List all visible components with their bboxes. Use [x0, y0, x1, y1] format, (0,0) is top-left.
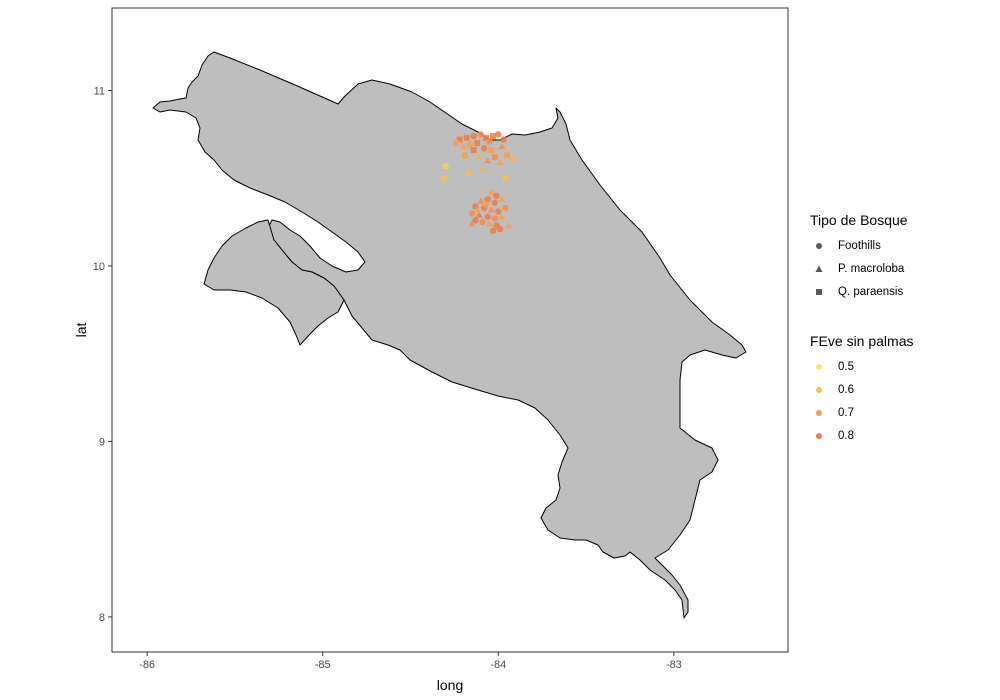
- x-tick-label: -86: [139, 659, 155, 671]
- point-triangle: [498, 213, 506, 220]
- legend-label: 0.5: [838, 360, 854, 373]
- legend-item-q-paraensis: Q. paraensis: [810, 280, 908, 303]
- point-triangle: [498, 195, 506, 202]
- point-circle: [484, 196, 491, 203]
- point-square: [488, 147, 495, 154]
- point-circle: [491, 215, 498, 222]
- point-square: [453, 140, 460, 147]
- color-dot-icon: [810, 427, 828, 445]
- point-square: [504, 152, 511, 159]
- point-circle: [477, 131, 484, 138]
- legend-label: 0.8: [838, 429, 854, 442]
- y-tick-label: 9: [99, 436, 105, 448]
- point-circle: [481, 145, 488, 152]
- color-dot-icon: [810, 381, 828, 399]
- point-circle: [468, 210, 476, 217]
- y-tick-label: 10: [93, 261, 105, 273]
- point-square: [482, 134, 489, 141]
- point-triangle: [487, 188, 495, 195]
- color-dot-icon: [810, 358, 828, 376]
- point-triangle: [496, 158, 504, 166]
- legend-label: P. macroloba: [838, 262, 905, 275]
- point-square: [486, 138, 493, 145]
- legend-item-0-7: 0.7: [810, 401, 913, 424]
- legend-item-foothills: Foothills: [810, 234, 908, 257]
- x-tick-label: -83: [666, 659, 682, 671]
- color-legend-title: FEve sin palmas: [810, 333, 914, 349]
- point-square: [461, 152, 468, 159]
- point-triangle: [505, 221, 513, 229]
- point-circle: [502, 204, 509, 212]
- point-triangle: [508, 155, 516, 162]
- legend-item-0-6: 0.6: [810, 378, 913, 401]
- point-triangle: [473, 206, 481, 213]
- point-triangle: [475, 211, 483, 218]
- color-legend: FEve sin palmas 0.5 0.6 0.7 0.8: [810, 333, 913, 447]
- legend-label: Q. paraensis: [838, 285, 904, 298]
- point-circle: [491, 199, 498, 206]
- point-square: [474, 140, 481, 147]
- point-square: [491, 154, 498, 161]
- point-square: [470, 147, 477, 154]
- point-circle: [479, 218, 486, 226]
- triangle-marker-icon: [810, 260, 828, 278]
- point-circle: [493, 192, 500, 199]
- y-tick-label: 8: [99, 612, 105, 624]
- point-square: [490, 133, 497, 140]
- point-circle: [472, 217, 479, 224]
- point-square: [456, 136, 463, 143]
- legend-item-0-5: 0.5: [810, 355, 913, 378]
- shape-legend: Tipo de Bosque Foothills P. macroloba Q.…: [810, 212, 908, 303]
- point-circle: [442, 162, 449, 170]
- y-axis: 8 9 10 11: [93, 85, 112, 624]
- legend-item-0-8: 0.8: [810, 424, 913, 447]
- legend-item-p-macroloba: P. macroloba: [810, 257, 908, 280]
- legend-label: 0.6: [838, 383, 854, 396]
- point-circle: [482, 201, 490, 208]
- point-circle: [495, 131, 502, 138]
- point-circle: [496, 225, 504, 233]
- point-circle: [495, 208, 502, 215]
- point-triangle: [464, 169, 473, 176]
- x-tick-label: -84: [490, 659, 506, 671]
- point-triangle: [477, 197, 485, 204]
- point-triangle: [468, 220, 476, 227]
- circle-marker-icon: [810, 237, 828, 255]
- costa-rica-map: [152, 51, 747, 619]
- color-dot-icon: [810, 404, 828, 422]
- shape-legend-title: Tipo de Bosque: [810, 212, 908, 228]
- point-circle: [502, 175, 509, 182]
- y-tick-label: 11: [94, 85, 105, 97]
- point-triangle: [459, 143, 467, 150]
- point-circle: [489, 227, 497, 235]
- y-axis-title: lat: [73, 323, 89, 338]
- x-axis-title: long: [437, 677, 463, 693]
- point-triangle: [487, 206, 495, 213]
- square-marker-icon: [810, 283, 828, 301]
- legend-label: Foothills: [838, 239, 881, 252]
- point-triangle: [475, 153, 483, 160]
- point-circle: [466, 141, 474, 149]
- point-circle: [484, 213, 491, 221]
- costa-rica-landmass: [152, 51, 747, 619]
- point-triangle: [484, 157, 492, 164]
- point-triangle: [485, 220, 494, 227]
- point-circle: [440, 175, 448, 182]
- data-points: [440, 131, 516, 235]
- point-triangle: [498, 143, 506, 150]
- x-tick-label: -85: [315, 659, 331, 671]
- point-square: [463, 134, 470, 141]
- point-circle: [470, 132, 477, 140]
- legend-label: 0.7: [838, 406, 854, 419]
- point-triangle: [478, 165, 487, 173]
- nicoya-peninsula: [203, 219, 345, 346]
- x-axis: -86 -85 -84 -83: [139, 652, 682, 671]
- point-circle: [500, 136, 507, 143]
